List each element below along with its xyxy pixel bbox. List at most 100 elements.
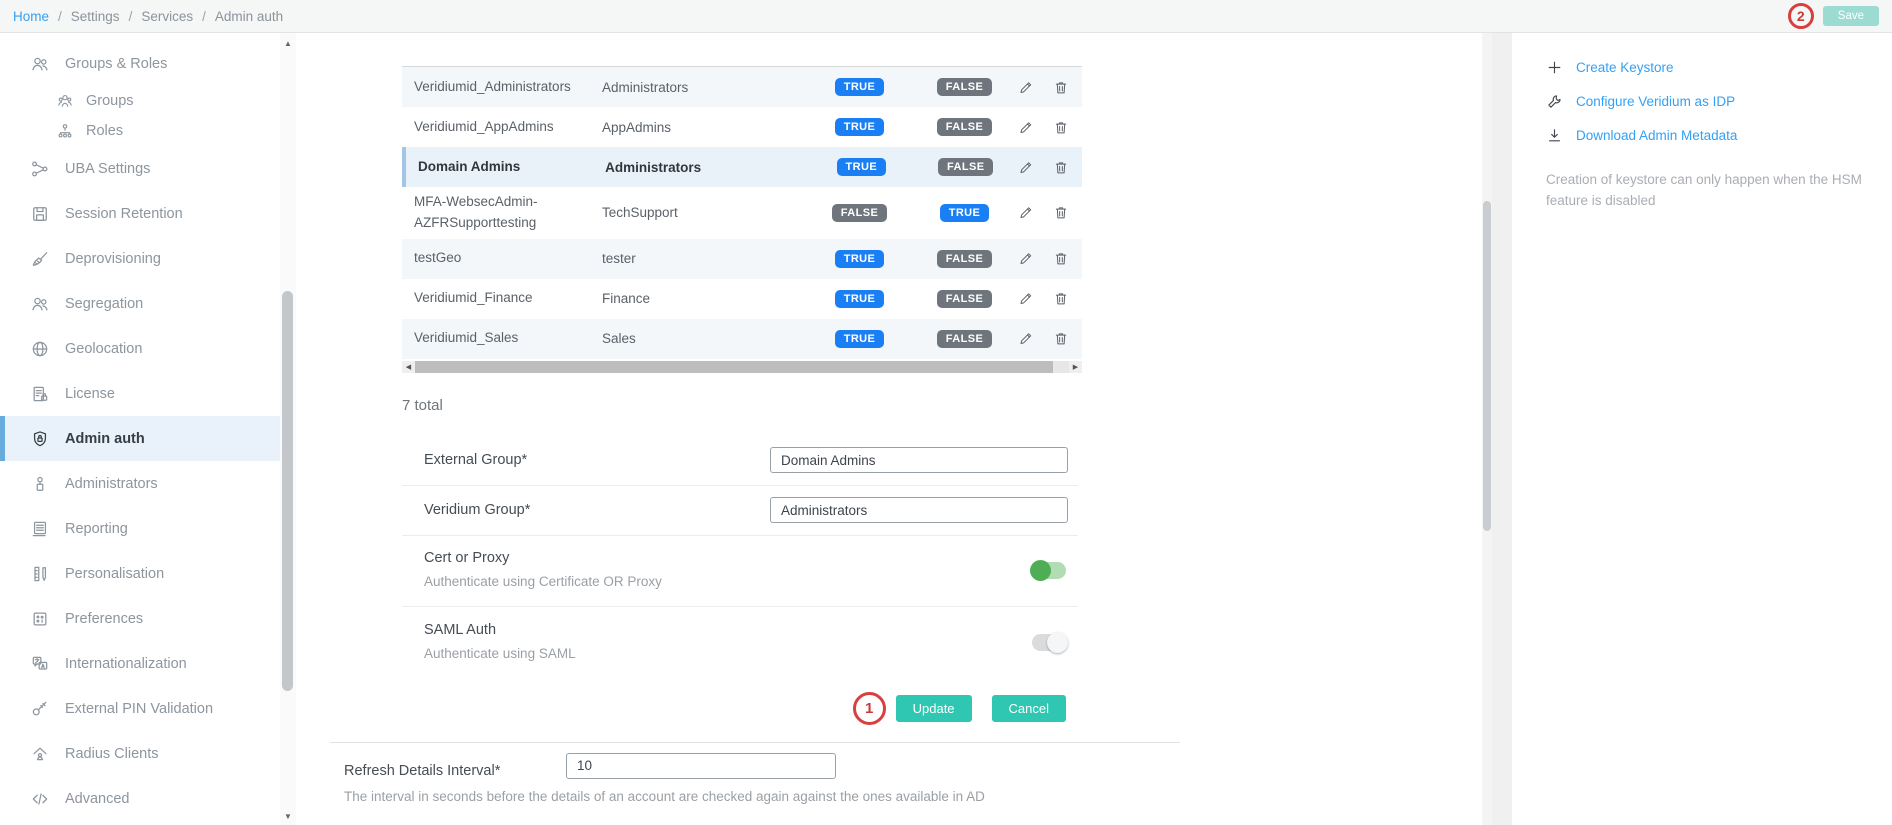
cert-or-proxy-badge: TRUE bbox=[834, 78, 885, 96]
download-admin-metadata-link[interactable]: Download Admin Metadata bbox=[1546, 127, 1882, 144]
cert-or-proxy-badge: TRUE bbox=[834, 118, 885, 136]
cell-external-group: Veridiumid_AppAdmins bbox=[414, 118, 554, 134]
sidebar-item-geolocation[interactable]: Geolocation bbox=[0, 326, 280, 371]
refresh-interval-input[interactable] bbox=[566, 752, 836, 779]
sidebar-item-internationalization[interactable]: Internationalization bbox=[0, 641, 280, 686]
delete-row-button[interactable] bbox=[1053, 119, 1069, 136]
table-row[interactable]: Veridiumid_Finance Finance TRUE FALSE bbox=[402, 279, 1082, 319]
toggle-knob bbox=[1030, 560, 1051, 582]
sidebar-item-label: Radius Clients bbox=[65, 745, 159, 762]
table-row[interactable]: Domain Admins Administrators TRUE FALSE bbox=[402, 147, 1082, 187]
edit-row-button[interactable] bbox=[1018, 79, 1034, 96]
table-row[interactable]: MFA-WebsecAdmin-AZFRSupporttesting TechSu… bbox=[402, 187, 1082, 239]
sidebar-item-uba-settings[interactable]: UBA Settings bbox=[0, 146, 280, 191]
breadcrumb-item-home[interactable]: Home bbox=[13, 8, 50, 24]
refresh-interval-row: Refresh Details Interval* The interval i… bbox=[330, 743, 1482, 807]
configure-veridium-as-idp-link[interactable]: Configure Veridium as IDP bbox=[1546, 93, 1882, 110]
delete-row-button[interactable] bbox=[1053, 250, 1069, 267]
scroll-up-arrow-icon[interactable]: ▲ bbox=[284, 39, 292, 48]
update-button[interactable]: Update bbox=[895, 694, 972, 722]
group-mapping-form: External Group* Veridium Group* Cert or Pr… bbox=[402, 436, 1078, 678]
refresh-interval-label: Refresh Details Interval* bbox=[344, 762, 501, 779]
sidebar-item-label: Preferences bbox=[65, 610, 144, 627]
edit-row-button[interactable] bbox=[1018, 204, 1034, 221]
plus-icon bbox=[1548, 61, 1561, 74]
veridium-group-input[interactable] bbox=[770, 497, 1068, 524]
panel-gap bbox=[1492, 33, 1512, 825]
sidebar-item-personalisation[interactable]: Personalisation bbox=[0, 551, 280, 596]
sidebar-item-label: Groups & Roles bbox=[65, 55, 168, 72]
sidebar-item-deprovisioning[interactable]: Deprovisioning bbox=[0, 236, 280, 281]
scroll-down-arrow-icon[interactable]: ▼ bbox=[284, 812, 292, 821]
breadcrumb-item-settings[interactable]: Settings bbox=[70, 8, 120, 24]
delete-icon bbox=[1055, 333, 1067, 345]
create-keystore-link[interactable]: Create Keystore bbox=[1546, 59, 1882, 76]
scroll-right-arrow-icon[interactable]: ▶ bbox=[1069, 360, 1082, 373]
row-actions bbox=[1018, 159, 1082, 176]
main-scrollbar-thumb[interactable] bbox=[1483, 201, 1491, 531]
sidebar-scrollbar-thumb[interactable] bbox=[282, 291, 293, 691]
sidebar-item-license[interactable]: License bbox=[0, 371, 280, 416]
cell-saml: FALSE bbox=[914, 158, 1018, 176]
delete-icon bbox=[1055, 121, 1067, 133]
group-mapping-table: Veridiumid_Administrators Administrators T… bbox=[402, 66, 1082, 359]
scroll-left-arrow-icon[interactable]: ◀ bbox=[402, 360, 415, 373]
delete-row-button[interactable] bbox=[1053, 79, 1069, 96]
main-panel: Veridiumid_Administrators Administrators T… bbox=[296, 33, 1482, 825]
row-actions bbox=[1017, 250, 1082, 267]
table-row[interactable]: Veridiumid_AppAdmins AppAdmins TRUE FALSE bbox=[402, 107, 1082, 147]
sidebar-item-session-retention[interactable]: Session Retention bbox=[0, 191, 280, 236]
table-row[interactable]: Veridiumid_Sales Sales TRUE FALSE bbox=[402, 318, 1082, 359]
save-button[interactable]: Save bbox=[1822, 6, 1879, 26]
sidebar-item-advanced[interactable]: Advanced bbox=[0, 776, 280, 821]
sidebar-item-segregation[interactable]: Segregation bbox=[0, 281, 280, 326]
cell-external-group: Veridiumid_Finance bbox=[414, 290, 533, 306]
toggle-label-stack: Cert or Proxy Authenticate using Certific… bbox=[424, 550, 1032, 591]
sidebar-item-preferences[interactable]: Preferences bbox=[0, 596, 280, 641]
saml-auth-toggle[interactable] bbox=[1032, 631, 1068, 653]
cell-veridium-group: tester bbox=[602, 251, 636, 267]
sidebar-item-external-pin-validation[interactable]: External PIN Validation bbox=[0, 686, 280, 731]
sidebar-item-label: Groups bbox=[86, 93, 134, 109]
homeperson-icon bbox=[33, 747, 47, 760]
cell-cert-or-proxy: FALSE bbox=[807, 203, 912, 222]
cancel-button[interactable]: Cancel bbox=[991, 694, 1066, 722]
sidebar-item-reporting[interactable]: Reporting bbox=[0, 506, 280, 551]
cell-cert-or-proxy: TRUE bbox=[807, 118, 912, 136]
edit-row-button[interactable] bbox=[1018, 119, 1034, 136]
delete-row-button[interactable] bbox=[1053, 204, 1069, 221]
delete-row-button[interactable] bbox=[1053, 330, 1069, 347]
edit-row-button[interactable] bbox=[1018, 330, 1034, 347]
sidebar-item-groups-roles[interactable]: Groups & Roles bbox=[0, 41, 280, 86]
sidebar-item-admin-auth[interactable]: Admin auth bbox=[0, 416, 280, 461]
section-divider bbox=[330, 741, 1180, 743]
table-row[interactable]: Veridiumid_Administrators Administrators T… bbox=[402, 67, 1082, 107]
sidebar-item-roles[interactable]: Roles bbox=[0, 116, 280, 146]
code-icon bbox=[32, 792, 48, 805]
sidebar-scrollbar[interactable]: ▲ ▼ bbox=[280, 33, 296, 825]
main-vertical-scrollbar[interactable] bbox=[1482, 33, 1492, 825]
cert-or-proxy-toggle[interactable] bbox=[1030, 560, 1066, 582]
breadcrumb-item-services[interactable]: Services bbox=[141, 8, 194, 24]
sidebar-item-label: Segregation bbox=[65, 295, 144, 312]
sidebar-item-radius-clients[interactable]: Radius Clients bbox=[0, 731, 280, 776]
sidebar-item-administrators[interactable]: Administrators bbox=[0, 461, 280, 506]
sidebar-item-label: Administrators bbox=[65, 475, 158, 492]
field-label: External Group* bbox=[424, 452, 528, 469]
sidebar-item-groups[interactable]: Groups bbox=[0, 86, 280, 116]
edit-icon bbox=[1020, 121, 1032, 133]
external-group-input[interactable] bbox=[770, 447, 1068, 474]
table-horizontal-scrollbar[interactable]: ◀ ▶ bbox=[402, 360, 1082, 373]
field-label: Veridium Group* bbox=[424, 502, 531, 519]
delete-row-button[interactable] bbox=[1053, 290, 1069, 307]
delete-row-button[interactable] bbox=[1053, 159, 1069, 176]
table-row[interactable]: testGeo tester TRUE FALSE bbox=[402, 238, 1082, 279]
edit-row-button[interactable] bbox=[1018, 250, 1034, 267]
edit-row-button[interactable] bbox=[1018, 290, 1034, 307]
edit-icon bbox=[1020, 161, 1032, 173]
table-hscrollbar-thumb[interactable] bbox=[415, 360, 1053, 373]
key-icon bbox=[32, 701, 47, 715]
cert-or-proxy-badge: FALSE bbox=[831, 203, 888, 222]
broom-icon bbox=[32, 251, 48, 266]
edit-row-button[interactable] bbox=[1018, 159, 1034, 176]
